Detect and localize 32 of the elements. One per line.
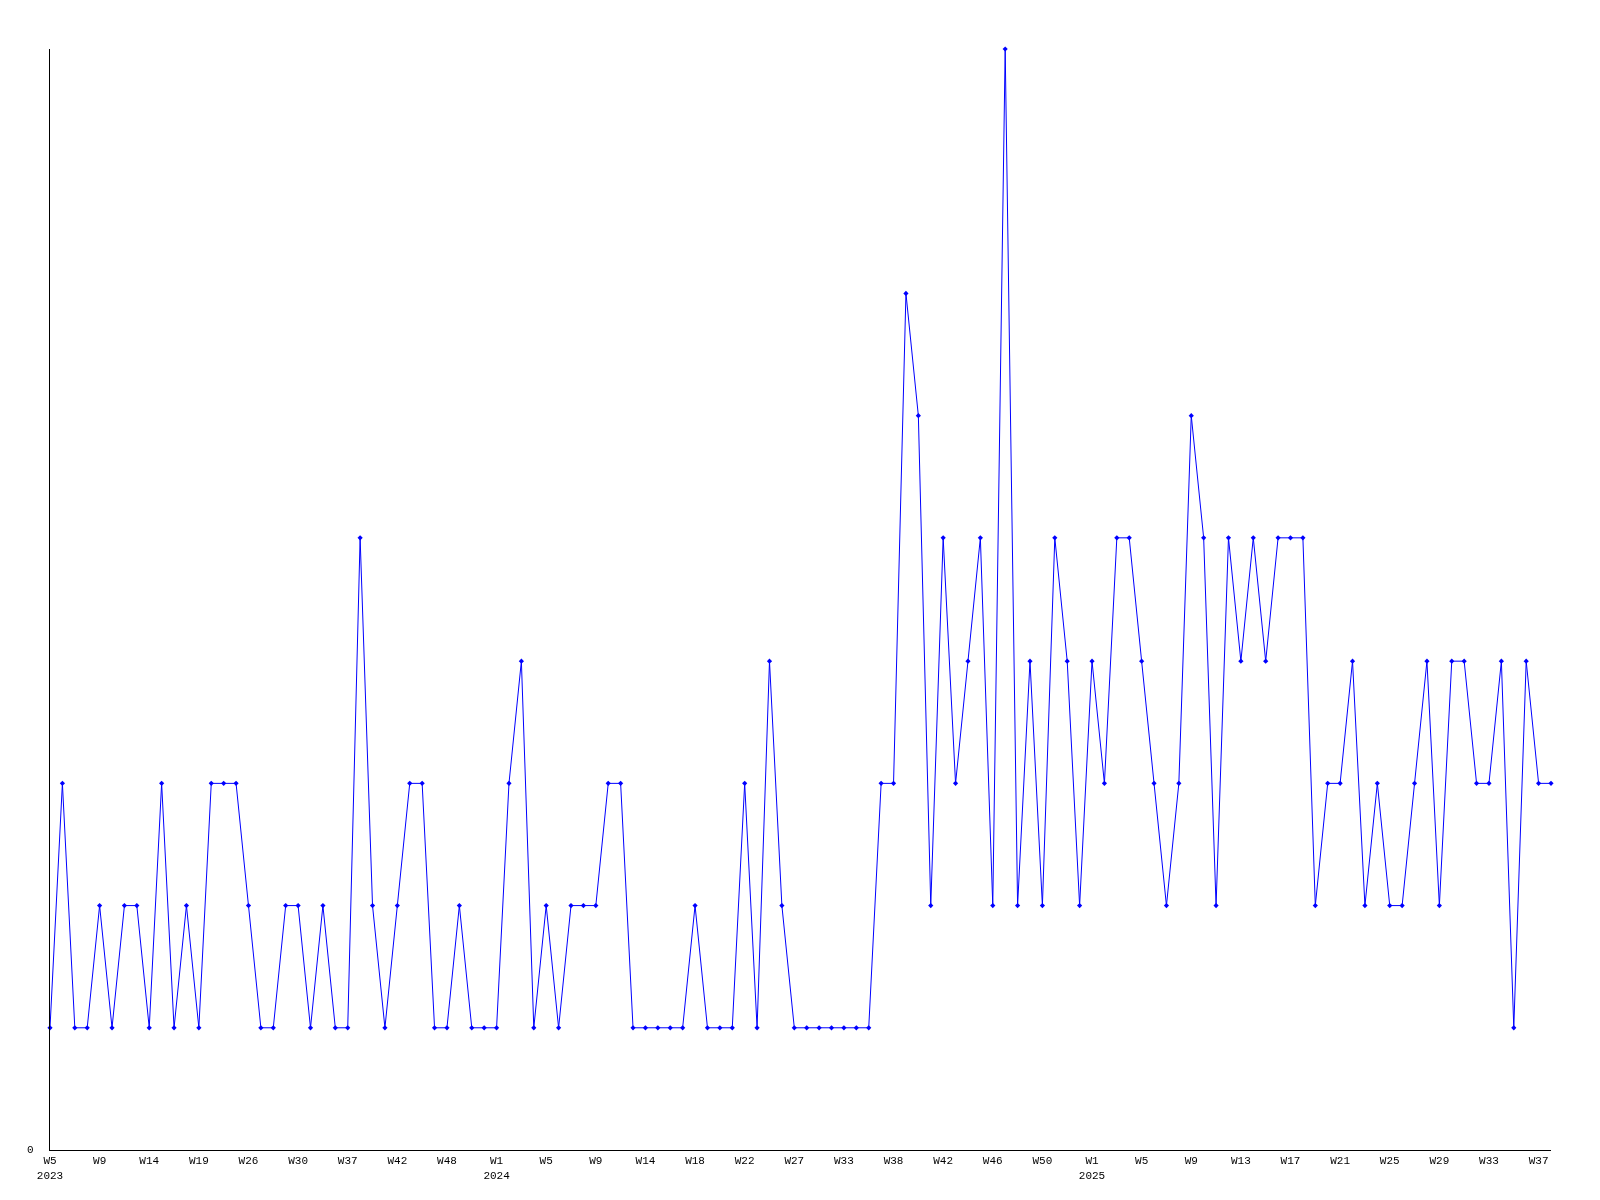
x-tick-label: W5 [1135,1155,1149,1168]
x-tick-label: W46 [982,1155,1003,1168]
x-tick-label: W5 [539,1155,553,1168]
x-tick-label: W48 [437,1155,457,1168]
x-tick-label: W14 [635,1155,656,1168]
x-tick-label: W37 [1528,1155,1549,1168]
x-tick-label: W33 [1479,1155,1499,1168]
x-tick-label: W50 [1032,1155,1053,1168]
x-tick-label: W26 [238,1155,259,1168]
x-tick-label: W9 [589,1155,603,1168]
x-tick-label: W38 [883,1155,904,1168]
x-tick-label: W33 [834,1155,854,1168]
x-tick-label: W42 [933,1155,954,1168]
x-tick-label: W42 [387,1155,408,1168]
text: 0 [27,1144,34,1156]
x-tick-label: W30 [288,1155,309,1168]
x-tick-label: W5 2023 [36,1155,64,1182]
x-tick-label: W9 [93,1155,107,1168]
x-tick-label: W18 [685,1155,705,1168]
x-tick-label: W14 [139,1155,160,1168]
x-tick-label: W37 [337,1155,358,1168]
x-tick-label: W22 [734,1155,755,1168]
x-tick-label: W21 [1330,1155,1351,1168]
x-tick-label: W13 [1230,1155,1251,1168]
x-tick-label: W29 [1429,1155,1450,1168]
x-tick-label: W25 [1379,1155,1400,1168]
x-tick-label: W17 [1280,1155,1301,1168]
x-tick-label: W19 [188,1155,209,1168]
x-tick-label: W9 [1184,1155,1198,1168]
x-tick-label: W27 [784,1155,805,1168]
x-tick-label: W1 2025 [1078,1155,1106,1182]
x-tick-label: W1 2024 [483,1155,511,1182]
